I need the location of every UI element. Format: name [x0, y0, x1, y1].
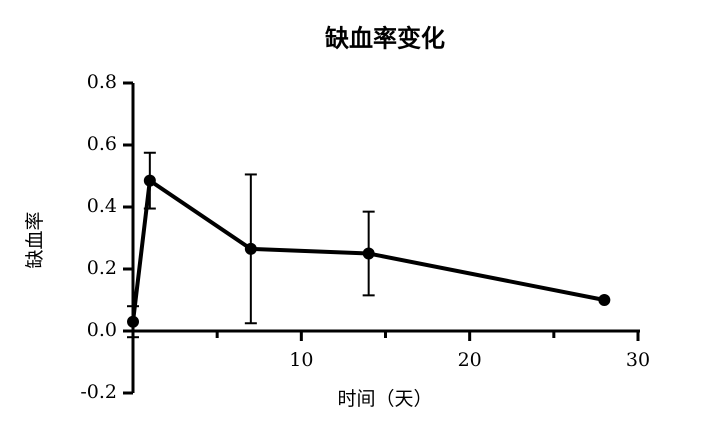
- x-axis-label: 时间（天）: [337, 388, 432, 410]
- x-tick-label: 20: [458, 349, 482, 371]
- data-point: [362, 247, 375, 260]
- y-tick-label: 0.8: [87, 71, 117, 93]
- x-tick-label: 30: [626, 349, 650, 371]
- data-point: [127, 315, 139, 328]
- data-point: [143, 174, 156, 187]
- data-point: [598, 294, 611, 306]
- x-tick-label: 10: [289, 349, 313, 371]
- y-tick-label: 0.2: [87, 257, 117, 279]
- y-axis-label: 缺血率: [24, 211, 46, 268]
- y-tick-label: 0.0: [87, 319, 117, 341]
- data-point: [244, 242, 257, 255]
- y-tick-label: -0.2: [80, 381, 117, 403]
- y-tick-label: 0.4: [87, 195, 117, 217]
- y-tick-label: 0.6: [87, 133, 117, 155]
- chart-title: 缺血率变化: [325, 24, 445, 53]
